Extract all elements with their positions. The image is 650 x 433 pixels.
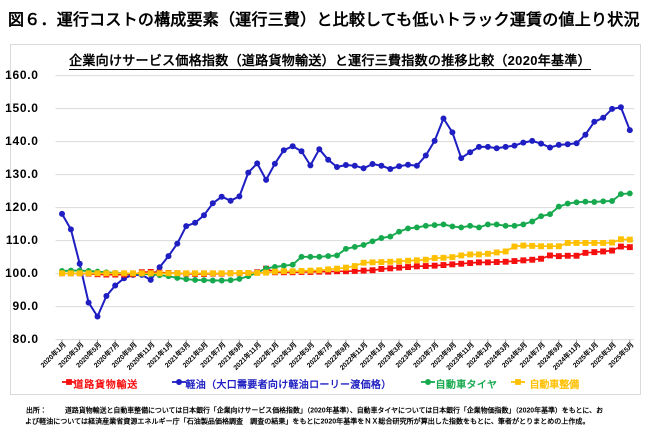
svg-text:100.0: 100.0 (5, 266, 39, 280)
svg-text:150.0: 150.0 (5, 101, 39, 115)
svg-text:160.0: 160.0 (5, 68, 39, 82)
svg-text:80.0: 80.0 (13, 332, 39, 346)
svg-text:130.0: 130.0 (5, 167, 39, 181)
svg-text:110.0: 110.0 (6, 233, 39, 247)
svg-text:120.0: 120.0 (5, 200, 39, 214)
svg-text:140.0: 140.0 (5, 134, 39, 148)
svg-text:90.0: 90.0 (13, 299, 39, 313)
